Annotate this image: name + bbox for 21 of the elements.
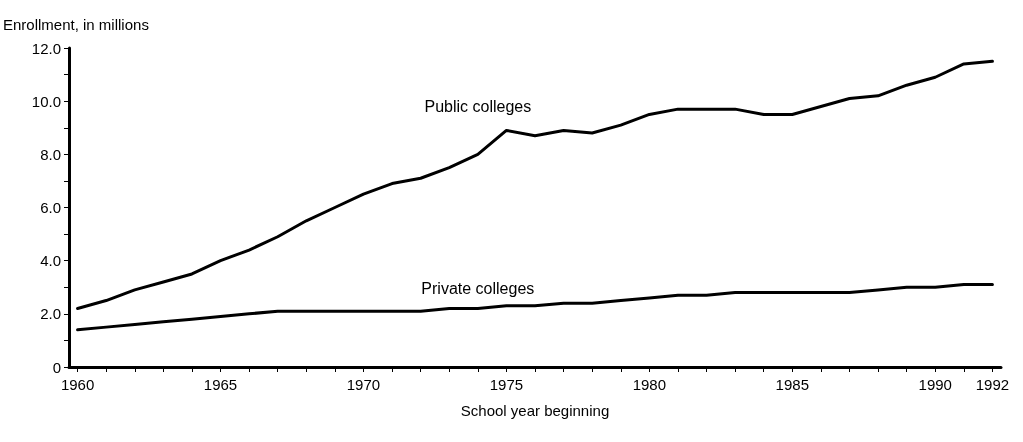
x-axis-title: School year beginning (460, 402, 610, 419)
y-tick-label: 8.0 (40, 145, 61, 163)
x-tick-label: 1980 (632, 376, 667, 393)
y-tick-label: 12.0 (31, 39, 61, 57)
x-tick-label: 1960 (60, 376, 95, 393)
y-tick-label: 6.0 (40, 199, 61, 216)
x-tick-label: 1990 (918, 376, 952, 393)
line-series (76, 283, 994, 332)
x-tick-label: 1992 (975, 376, 1010, 393)
y-tick-label: 4.0 (40, 252, 61, 270)
x-tick-label: 1975 (489, 376, 524, 393)
x-tick-label: 1985 (775, 376, 809, 393)
line-series (76, 59, 994, 311)
x-tick-label: 1970 (346, 376, 381, 393)
x-tick-label: 1965 (203, 376, 238, 393)
y-tick-label: 10.0 (31, 92, 61, 110)
y-tick-label: 2.0 (40, 305, 61, 323)
series-label: Public colleges (424, 97, 532, 115)
y-tick-label: 0 (52, 358, 61, 376)
series-label: Private colleges (421, 280, 535, 298)
y-axis-title: Enrollment, in millions (3, 16, 149, 33)
